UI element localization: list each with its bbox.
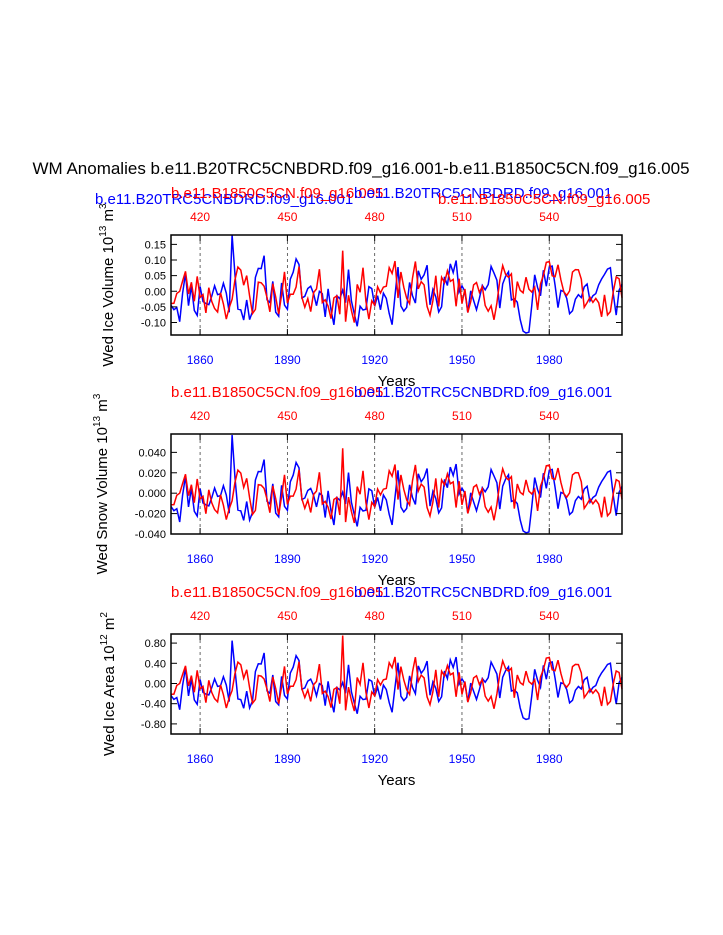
x-tick-label-top: 420 [190,609,210,623]
y-tick-label: 0.15 [145,239,166,251]
x-tick-label-bottom: 1950 [449,752,476,766]
y-tick-label: 0.80 [145,638,166,650]
legend-right-red: b.e11.B1850C5CN.f09_g16.005 [438,191,650,208]
x-tick-label-bottom: 1950 [449,353,476,367]
x-tick-label-top: 420 [190,210,210,224]
x-tick-label-top: 540 [539,609,559,623]
x-tick-label-bottom: 1950 [449,552,476,566]
legend-left-red: b.e11.B1850C5CN.f09_g16.005 [171,584,383,601]
y-tick-label: -0.40 [141,699,166,711]
x-tick-label-top: 540 [539,210,559,224]
x-axis-title: Years [378,373,416,390]
x-tick-label-bottom: 1890 [274,752,301,766]
y-tick-label: 0.00 [145,678,166,690]
plot-frame [170,234,623,336]
legend-right-blue: b.e11.B20TRC5CNBDRD.f09_g16.001 [354,185,612,202]
x-tick-label-top: 510 [452,609,472,623]
y-axis-title: Wed Ice Area 1012 m2 [99,612,118,756]
x-axis-title: Years [378,572,416,589]
x-tick-label-bottom: 1920 [361,752,388,766]
x-tick-label-bottom: 1980 [536,353,563,367]
y-tick-label: 0.040 [138,447,166,459]
chart-panel-1: -0.10 -0.05 0.00 0.05 0.10 0.15 1860 1890 1920 19… [95,185,650,390]
x-tick-label-bottom: 1860 [187,752,214,766]
x-tick-label-bottom: 1980 [536,752,563,766]
y-tick-label: 0.40 [145,658,166,670]
y-tick-label: 0.05 [145,271,166,283]
x-tick-label-top: 450 [277,210,297,224]
plot-frame [170,433,623,535]
x-tick-label-bottom: 1890 [274,552,301,566]
chart-panel-3: -0.80 -0.40 0.00 0.40 0.80 1860 1890 1920 1950 19… [99,584,623,789]
legend-right-blue: b.e11.B20TRC5CNBDRD.f09_g16.001 [354,584,612,601]
y-tick-label: -0.040 [135,529,166,541]
y-tick-label: -0.020 [135,509,166,521]
x-tick-label-bottom: 1890 [274,353,301,367]
x-tick-label-bottom: 1920 [361,552,388,566]
series-line-red [170,635,623,712]
y-tick-label: -0.10 [141,318,166,330]
y-axis-title: Wed Snow Volume 1013 m3 [92,393,111,574]
x-tick-label-top: 510 [452,409,472,423]
legend-right-blue: b.e11.B20TRC5CNBDRD.f09_g16.001 [354,384,612,401]
legend-left-red: b.e11.B1850C5CN.f09_g16.005 [171,384,383,401]
x-tick-label-top: 450 [277,409,297,423]
legend-left-blue: b.e11.B20TRC5CNBDRD.f09_g16.001 [95,191,353,208]
legend-left-red: b.e11.B1850C5CN.f09_g16.005 [171,185,383,202]
x-tick-label-top: 420 [190,409,210,423]
x-tick-label-bottom: 1920 [361,353,388,367]
y-tick-label: 0.10 [145,255,166,267]
figure-title: WM Anomalies b.e11.B20TRC5CNBDRD.f09_g16… [32,159,689,178]
y-tick-label: -0.05 [141,302,166,314]
x-tick-label-top: 450 [277,609,297,623]
x-tick-label-top: 540 [539,409,559,423]
x-tick-label-bottom: 1860 [187,353,214,367]
x-tick-label-top: 480 [365,409,385,423]
x-tick-label-top: 480 [365,609,385,623]
y-tick-label: 0.000 [138,488,166,500]
plot-frame [170,633,623,735]
y-axis-title: Wed Ice Volume 1013 m3 [98,203,117,367]
x-tick-label-top: 510 [452,210,472,224]
y-tick-label: 0.020 [138,468,166,480]
x-tick-label-bottom: 1980 [536,552,563,566]
series-line-red [170,448,623,524]
y-tick-label: 0.00 [145,286,166,298]
y-tick-label: -0.80 [141,719,166,731]
x-axis-title: Years [378,772,416,789]
x-tick-label-top: 480 [365,210,385,224]
chart-panel-2: -0.040 -0.020 0.000 0.020 0.040 1860 1890 1920 1… [92,384,623,589]
series-line-red [170,250,623,323]
x-tick-label-bottom: 1860 [187,552,214,566]
